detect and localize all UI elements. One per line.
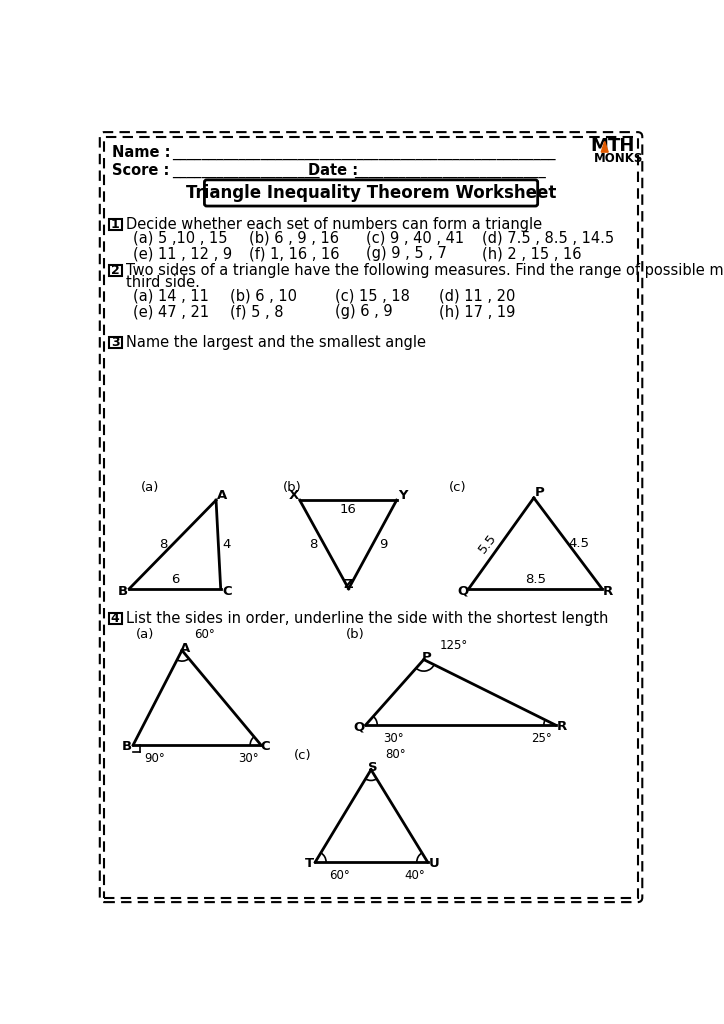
Text: M: M bbox=[590, 137, 608, 155]
Text: C: C bbox=[261, 740, 271, 754]
Text: (f) 5 , 8: (f) 5 , 8 bbox=[230, 304, 284, 319]
Text: (c): (c) bbox=[293, 750, 311, 762]
Text: 30°: 30° bbox=[383, 732, 403, 745]
Text: List the sides in order, underline the side with the shortest length: List the sides in order, underline the s… bbox=[126, 611, 609, 627]
Text: 5.5: 5.5 bbox=[476, 531, 499, 556]
Text: (a) 5 ,10 , 15: (a) 5 ,10 , 15 bbox=[133, 230, 227, 246]
Text: 2: 2 bbox=[111, 264, 119, 278]
Text: B: B bbox=[118, 585, 128, 598]
Text: 90°: 90° bbox=[144, 753, 165, 765]
Text: 4: 4 bbox=[111, 612, 119, 626]
Text: S: S bbox=[368, 761, 377, 774]
FancyBboxPatch shape bbox=[204, 180, 538, 206]
Text: R: R bbox=[557, 721, 567, 733]
Text: (c) 9 , 40 , 41: (c) 9 , 40 , 41 bbox=[366, 230, 464, 246]
Text: T: T bbox=[305, 857, 313, 870]
Text: ____________________________________________________: ________________________________________… bbox=[172, 144, 555, 160]
Text: U: U bbox=[429, 857, 439, 870]
Text: 60°: 60° bbox=[194, 629, 215, 641]
FancyBboxPatch shape bbox=[109, 337, 122, 348]
Text: A: A bbox=[180, 642, 190, 655]
Text: Name the largest and the smallest angle: Name the largest and the smallest angle bbox=[126, 335, 426, 350]
Text: (d) 7.5 , 8.5 , 14.5: (d) 7.5 , 8.5 , 14.5 bbox=[482, 230, 614, 246]
Text: ____________________: ____________________ bbox=[172, 163, 319, 178]
Text: (a): (a) bbox=[141, 480, 159, 494]
FancyBboxPatch shape bbox=[109, 613, 122, 625]
Text: third side.: third side. bbox=[126, 274, 200, 290]
Text: 9: 9 bbox=[379, 538, 387, 551]
Text: Q: Q bbox=[457, 585, 468, 598]
Text: 25°: 25° bbox=[531, 732, 552, 745]
Text: A: A bbox=[217, 488, 227, 502]
Text: Q: Q bbox=[354, 721, 365, 733]
Text: Name :: Name : bbox=[112, 144, 171, 160]
Polygon shape bbox=[601, 141, 608, 153]
Text: 60°: 60° bbox=[329, 869, 350, 883]
Text: B: B bbox=[122, 740, 132, 754]
Text: X: X bbox=[288, 488, 299, 502]
FancyBboxPatch shape bbox=[109, 219, 122, 230]
FancyBboxPatch shape bbox=[109, 265, 122, 276]
Text: (a): (a) bbox=[135, 629, 153, 641]
Text: R: R bbox=[603, 585, 613, 598]
Text: MONKS: MONKS bbox=[594, 152, 643, 165]
Text: (d) 11 , 20: (d) 11 , 20 bbox=[439, 289, 515, 304]
Text: 4.5: 4.5 bbox=[568, 537, 589, 550]
Text: 4: 4 bbox=[222, 538, 230, 551]
Text: (c) 15 , 18: (c) 15 , 18 bbox=[334, 289, 410, 304]
Text: Decide whether each set of numbers can form a triangle: Decide whether each set of numbers can f… bbox=[126, 217, 542, 232]
Text: 80°: 80° bbox=[385, 748, 405, 761]
Text: Score :: Score : bbox=[112, 163, 169, 178]
Text: C: C bbox=[222, 585, 232, 598]
Text: Two sides of a triangle have the following measures. Find the range of possible : Two sides of a triangle have the followi… bbox=[126, 263, 724, 279]
Text: 6: 6 bbox=[171, 573, 179, 586]
Text: P: P bbox=[422, 651, 432, 665]
Text: (b) 6 , 10: (b) 6 , 10 bbox=[230, 289, 297, 304]
Text: P: P bbox=[535, 486, 545, 500]
Text: (e) 11 , 12 , 9: (e) 11 , 12 , 9 bbox=[133, 247, 232, 261]
FancyBboxPatch shape bbox=[100, 132, 642, 902]
Text: 40°: 40° bbox=[405, 869, 425, 883]
Text: 8.5: 8.5 bbox=[525, 573, 546, 586]
Text: Triangle Inequality Theorem Worksheet: Triangle Inequality Theorem Worksheet bbox=[186, 184, 556, 202]
Text: (b): (b) bbox=[346, 629, 365, 641]
Text: Date :: Date : bbox=[308, 163, 358, 178]
Text: Z: Z bbox=[344, 578, 353, 591]
Text: (a) 14 , 11: (a) 14 , 11 bbox=[133, 289, 209, 304]
Text: 8: 8 bbox=[309, 538, 318, 551]
Text: (e) 47 , 21: (e) 47 , 21 bbox=[133, 304, 209, 319]
Text: (c): (c) bbox=[449, 480, 466, 494]
Text: (h) 2 , 15 , 16: (h) 2 , 15 , 16 bbox=[482, 247, 581, 261]
Text: TH: TH bbox=[608, 137, 636, 155]
Text: (g) 6 , 9: (g) 6 , 9 bbox=[334, 304, 392, 319]
Text: (g) 9 , 5 , 7: (g) 9 , 5 , 7 bbox=[366, 247, 447, 261]
Text: 125°: 125° bbox=[439, 639, 468, 652]
Text: __________________________: __________________________ bbox=[354, 163, 546, 178]
Text: (h) 17 , 19: (h) 17 , 19 bbox=[439, 304, 515, 319]
Text: 30°: 30° bbox=[237, 753, 258, 765]
Text: 8: 8 bbox=[159, 538, 167, 551]
Text: 3: 3 bbox=[111, 336, 119, 349]
Text: 1: 1 bbox=[111, 218, 119, 231]
Text: (f) 1, 16 , 16: (f) 1, 16 , 16 bbox=[249, 247, 340, 261]
Text: 16: 16 bbox=[340, 503, 357, 516]
Text: (b): (b) bbox=[282, 480, 301, 494]
Text: Y: Y bbox=[398, 488, 408, 502]
Text: (b) 6 , 9 , 16: (b) 6 , 9 , 16 bbox=[249, 230, 340, 246]
